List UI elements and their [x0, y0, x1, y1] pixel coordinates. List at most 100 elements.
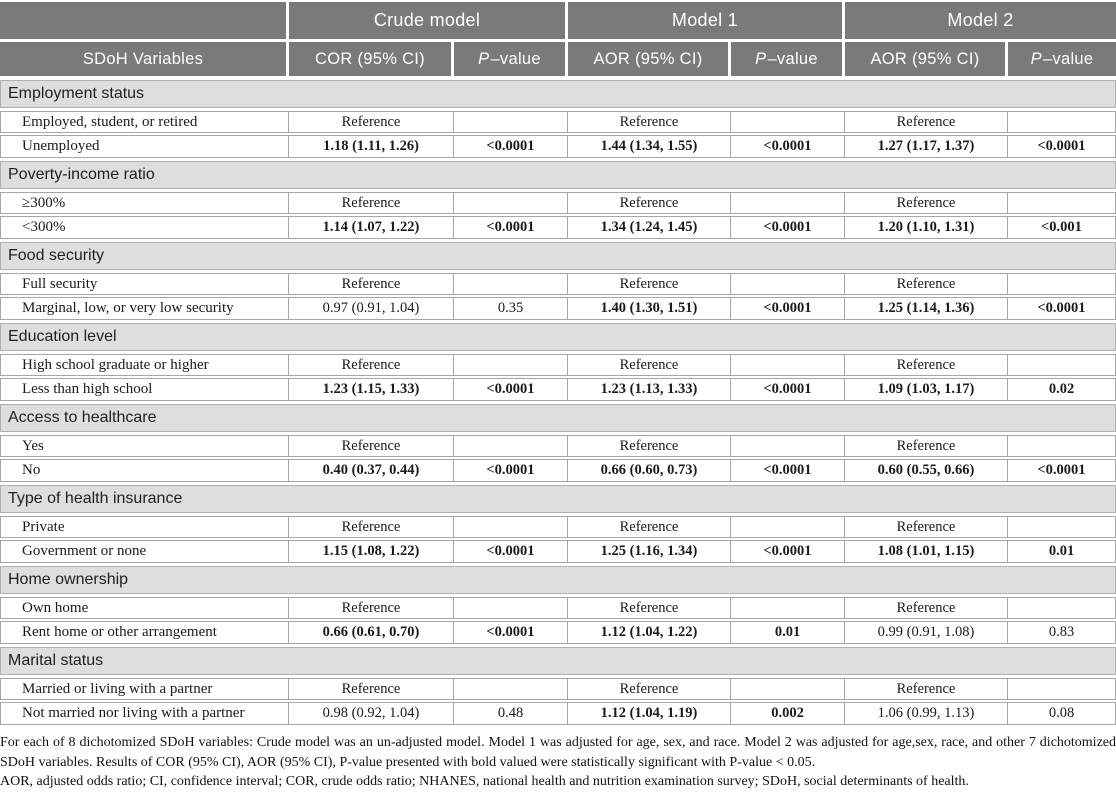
p-value-cell: 0.02 [1048, 381, 1075, 397]
section-bar: Employment status [0, 80, 1116, 108]
p-value-cell: <0.0001 [454, 541, 568, 562]
odds-ratio-cell: 0.99 (0.91, 1.08) [845, 622, 1008, 643]
p-value-cell [1008, 355, 1115, 375]
odds-ratio-cell: 0.97 (0.91, 1.04) [289, 298, 454, 319]
odds-ratio-cell: 0.60 (0.55, 0.66) [845, 460, 1008, 481]
p-value-cell: 0.48 [454, 703, 568, 724]
header-model-1: Model 1 [568, 2, 845, 39]
header-pvalue-crude: P –value [454, 42, 568, 76]
p-value-cell [731, 679, 845, 699]
odds-ratio-cell: 1.27 (1.17, 1.37) [845, 136, 1008, 157]
odds-ratio-cell: 0.98 (0.92, 1.04) [289, 703, 454, 724]
odds-ratio-cell: 1.18 (1.11, 1.26) [289, 136, 454, 157]
header-aor-model2: AOR (95% CI) [845, 42, 1008, 76]
odds-ratio-cell: Reference [568, 193, 731, 213]
odds-ratio-cell: Reference [845, 436, 1008, 456]
p-value-cell [1008, 112, 1115, 132]
p-value-cell [731, 436, 845, 456]
corner-cell [0, 2, 289, 39]
footnotes: For each of 8 dichotomized SDoH variable… [0, 728, 1116, 792]
data-row: Rent home or other arrangement 0.66 (0.61… [0, 621, 1116, 644]
p-value-cell: 0.35 [454, 298, 568, 319]
p-value-cell [454, 436, 568, 456]
p-value-cell [1008, 517, 1115, 537]
row-label: High school graduate or higher [1, 355, 289, 375]
column-header-row: SDoH Variables COR (95% CI) P –value AOR … [0, 42, 1116, 76]
p-value-cell: 0.83 [1048, 624, 1075, 640]
odds-ratio-cell: Reference [845, 193, 1008, 213]
row-label: Unemployed [1, 136, 289, 157]
odds-ratio-cell: 1.23 (1.13, 1.33) [568, 379, 731, 400]
odds-ratio-cell: Reference [568, 517, 731, 537]
data-row: Marginal, low, or very low security 0.97 … [0, 297, 1116, 320]
row-label: <300% [1, 217, 289, 238]
p-value-cell: <0.0001 [731, 136, 845, 157]
odds-ratio-cell: 1.08 (1.01, 1.15) [845, 541, 1008, 562]
p-value-cell: 0.01 [1048, 543, 1075, 559]
odds-ratio-cell: 1.25 (1.14, 1.36) [845, 298, 1008, 319]
section-bar: Home ownership [0, 566, 1116, 594]
data-row: Full security Reference Reference Reference [0, 273, 1116, 295]
p-value-cell: <0.0001 [1037, 462, 1086, 478]
odds-ratio-cell: 1.12 (1.04, 1.22) [568, 622, 731, 643]
odds-ratio-cell: 0.66 (0.60, 0.73) [568, 460, 731, 481]
odds-ratio-cell: Reference [568, 679, 731, 699]
odds-ratio-cell: 1.15 (1.08, 1.22) [289, 541, 454, 562]
p-value-cell: <0.0001 [454, 460, 568, 481]
p-value-cell: <0.0001 [731, 217, 845, 238]
header-cor-crude: COR (95% CI) [289, 42, 454, 76]
p-value-cell: <0.0001 [731, 298, 845, 319]
odds-ratio-cell: Reference [289, 517, 454, 537]
data-row: High school graduate or higher Reference R… [0, 354, 1116, 376]
p-value-cell [454, 679, 568, 699]
odds-ratio-cell: 1.20 (1.10, 1.31) [845, 217, 1008, 238]
odds-ratio-cell: Reference [845, 355, 1008, 375]
p-value-cell [454, 112, 568, 132]
data-row: Own home Reference Reference Reference [0, 597, 1116, 619]
model-header-row: Crude model Model 1 Model 2 [0, 2, 1116, 39]
row-label: No [1, 460, 289, 481]
section-bar: Access to healthcare [0, 404, 1116, 432]
p-value-cell: <0.0001 [454, 622, 568, 643]
data-row: Unemployed 1.18 (1.11, 1.26) <0.0001 1.44 (… [0, 135, 1116, 158]
odds-ratio-cell: Reference [845, 274, 1008, 294]
odds-ratio-cell: 1.40 (1.30, 1.51) [568, 298, 731, 319]
odds-ratio-cell: 1.44 (1.34, 1.55) [568, 136, 731, 157]
odds-ratio-cell: Reference [289, 274, 454, 294]
odds-ratio-cell: Reference [568, 598, 731, 618]
p-value-cell: <0.0001 [454, 136, 568, 157]
header-aor-model1: AOR (95% CI) [568, 42, 731, 76]
p-value-cell [731, 193, 845, 213]
odds-ratio-cell: Reference [845, 679, 1008, 699]
p-italic: P [478, 49, 490, 68]
p-value-cell: <0.0001 [1037, 300, 1086, 316]
p-value-cell: <0.0001 [1037, 138, 1086, 154]
p-value-cell [731, 355, 845, 375]
odds-ratio-cell: Reference [289, 436, 454, 456]
header-pvalue-model1: P –value [731, 42, 845, 76]
p-value-cell [454, 355, 568, 375]
header-sdoh-variables: SDoH Variables [0, 42, 289, 76]
data-row: Government or none 1.15 (1.08, 1.22) <0.00… [0, 540, 1116, 563]
odds-ratio-cell: Reference [845, 598, 1008, 618]
row-label: Less than high school [1, 379, 289, 400]
odds-ratio-cell: 1.34 (1.24, 1.45) [568, 217, 731, 238]
odds-ratio-cell: Reference [289, 355, 454, 375]
p-value-cell [1008, 193, 1115, 213]
data-row: Less than high school 1.23 (1.15, 1.33) <0… [0, 378, 1116, 401]
p-rest: –value [1042, 49, 1094, 68]
row-label: Government or none [1, 541, 289, 562]
odds-ratio-cell: Reference [289, 112, 454, 132]
p-value-cell: <0.0001 [731, 541, 845, 562]
p-value-cell [731, 274, 845, 294]
row-label: Married or living with a partner [1, 679, 289, 699]
odds-ratio-cell: 1.09 (1.03, 1.17) [845, 379, 1008, 400]
p-rest: –value [490, 49, 541, 68]
p-value-cell [1008, 436, 1115, 456]
odds-ratio-cell: 1.06 (0.99, 1.13) [845, 703, 1008, 724]
data-row: Employed, student, or retired Reference Re… [0, 111, 1116, 133]
p-value-cell: <0.0001 [454, 379, 568, 400]
p-value-cell [731, 598, 845, 618]
odds-ratio-cell: Reference [568, 274, 731, 294]
